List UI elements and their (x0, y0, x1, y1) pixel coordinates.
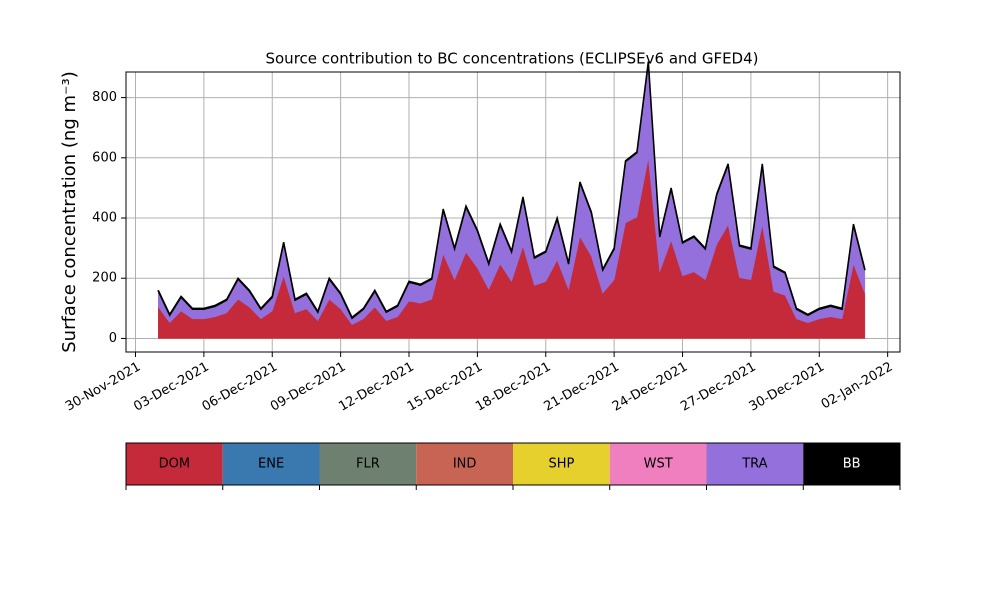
plot-frame (125, 71, 901, 353)
legend-swatch (319, 443, 417, 485)
legend-swatch (803, 443, 900, 485)
legend-swatch (126, 443, 223, 485)
y-tick-label: 200 (92, 271, 117, 286)
legend-swatch (222, 443, 320, 485)
y-tick-label: 600 (92, 150, 117, 165)
legend-label: SHP (548, 457, 574, 472)
legend-swatch (416, 443, 513, 485)
legend-label: BB (843, 457, 861, 472)
area (157, 61, 866, 320)
legend-label: ENE (258, 457, 284, 472)
legend-label: WST (644, 457, 673, 472)
legend-label: IND (453, 457, 477, 472)
legend-swatch (513, 443, 610, 485)
legend-label: FLR (356, 457, 380, 472)
y-tick-label: 0 (109, 331, 117, 346)
legend-label: TRA (741, 457, 767, 472)
y-tick-label: 400 (92, 211, 117, 226)
legend-swatch (609, 443, 707, 485)
legend-swatch (706, 443, 804, 485)
chart-title: Source contribution to BC concentrations… (265, 50, 758, 68)
y-axis-label: Surface concentration (ng m⁻³) (59, 71, 80, 353)
legend-label: DOM (159, 457, 190, 472)
legend-frame (125, 442, 901, 486)
y-tick-label: 800 (92, 90, 117, 105)
